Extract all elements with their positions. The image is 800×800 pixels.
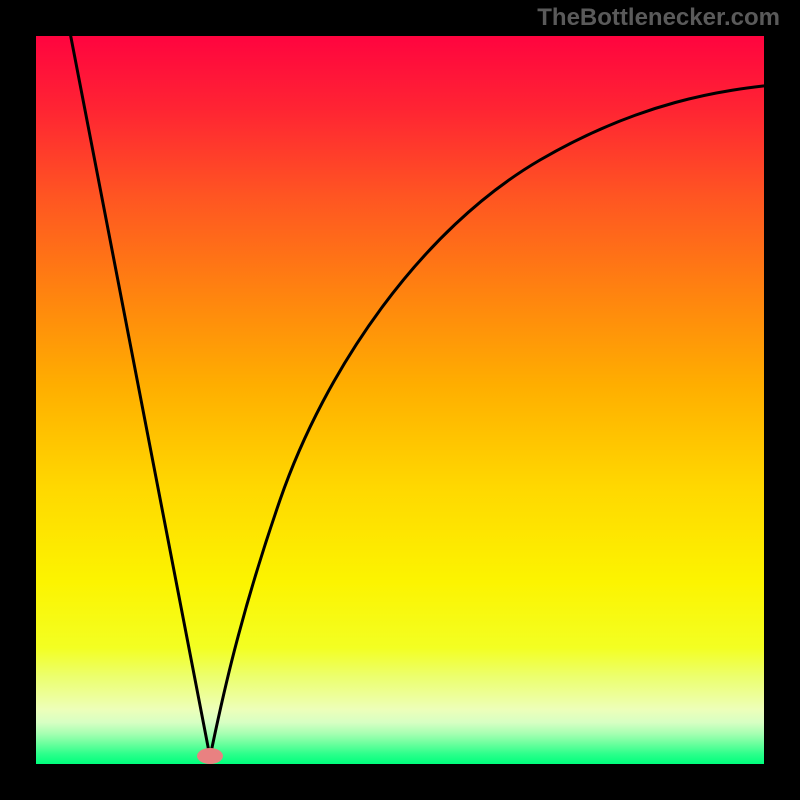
watermark-label: TheBottlenecker.com — [537, 4, 780, 31]
chart-container: TheBottlenecker.com — [0, 0, 800, 800]
watermark-text: TheBottlenecker.com — [537, 4, 780, 32]
plot-gradient-area — [36, 36, 764, 764]
minimum-marker — [197, 748, 223, 764]
